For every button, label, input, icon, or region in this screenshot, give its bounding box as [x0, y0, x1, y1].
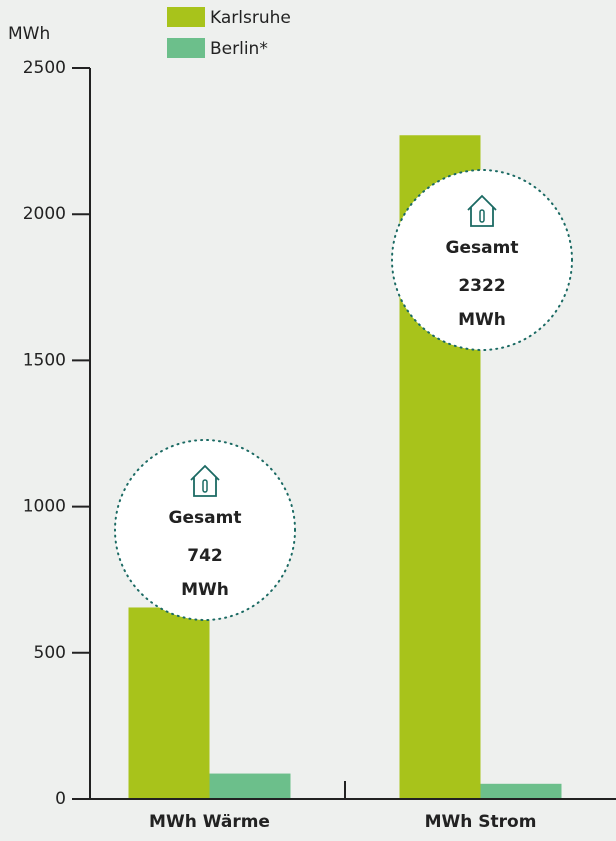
x-tick-label: MWh Strom — [425, 812, 537, 832]
badge-label: Gesamt — [169, 508, 242, 528]
y-tick-label: 0 — [55, 789, 66, 809]
legend-label: Berlin* — [210, 39, 268, 59]
total-badge: Gesamt 2322 MWh — [391, 169, 573, 351]
y-axis-label: MWh — [8, 24, 50, 44]
y-tick-label: 2500 — [23, 58, 66, 78]
y-tick-label: 1500 — [23, 350, 66, 370]
bar — [128, 607, 210, 799]
x-tick-label: MWh Wärme — [149, 812, 270, 832]
badge-circle — [391, 169, 573, 351]
legend-swatch — [167, 7, 205, 27]
house-icon — [467, 194, 497, 227]
badge-unit: MWh — [181, 580, 229, 600]
badge-value: 2322 — [458, 276, 505, 296]
bar — [209, 773, 291, 799]
y-tick-label: 2000 — [23, 204, 66, 224]
legend-swatch — [167, 38, 205, 58]
house-icon — [190, 464, 220, 497]
bar — [480, 783, 562, 799]
badge-circle — [114, 439, 296, 621]
badge-unit: MWh — [458, 310, 506, 330]
legend-label: Karlsruhe — [210, 8, 291, 28]
icon-glyph — [479, 209, 485, 223]
total-badge: Gesamt 742 MWh — [114, 439, 296, 621]
y-tick-label: 500 — [34, 643, 66, 663]
badge-label: Gesamt — [446, 238, 519, 258]
icon-glyph — [202, 479, 208, 493]
y-tick-label: 1000 — [23, 497, 66, 517]
badge-value: 742 — [187, 546, 223, 566]
